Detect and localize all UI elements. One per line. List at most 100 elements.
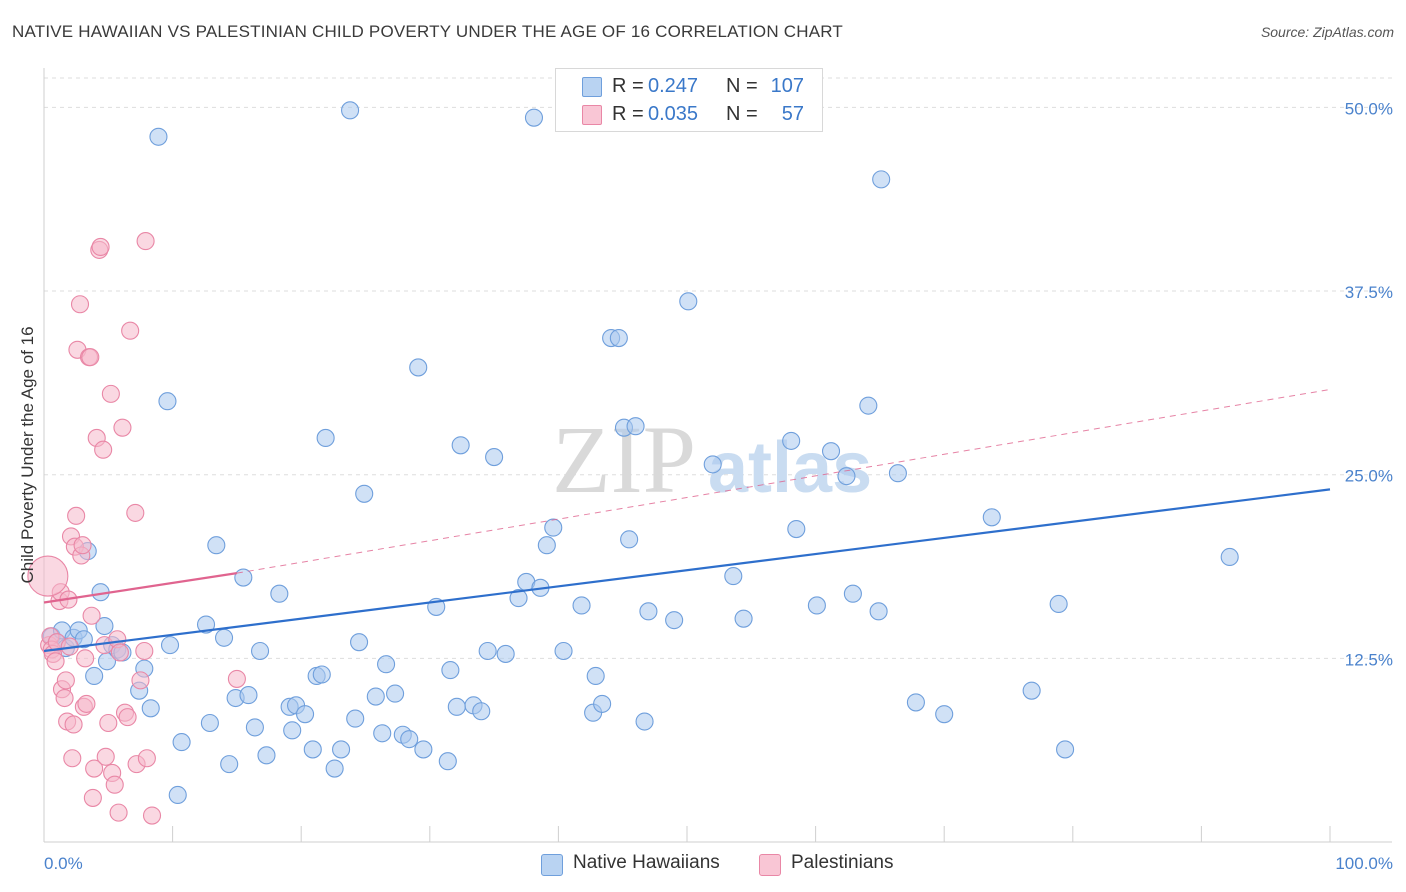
data-point [63,749,82,768]
data-point [303,740,322,759]
data-point [46,652,65,671]
chart-title: NATIVE HAWAIIAN VS PALESTINIAN CHILD POV… [12,22,843,41]
legend-n-label: N = [726,103,758,125]
data-point [95,616,114,636]
data-point [626,417,645,436]
data-point [214,628,234,647]
data-point [296,705,315,724]
data-point [355,484,374,503]
data-point [441,661,460,680]
data-point [414,740,433,759]
data-point [665,611,684,630]
data-point [110,643,129,662]
data-point [239,686,258,705]
data-point [935,705,954,724]
data-point [160,636,180,655]
legend-r-value: 0.035 [648,103,699,125]
data-point [524,108,544,127]
data-point [96,747,115,766]
bottom-legend-swatch-pink [759,854,781,876]
data-point [438,752,457,771]
data-point [332,740,351,759]
data-point [220,755,239,774]
data-point [837,467,856,486]
series-palestinians [27,232,246,825]
data-point [67,506,86,525]
data-point [724,567,743,586]
data-point [82,606,101,625]
data-point [593,694,612,713]
data-point [64,715,83,734]
data-point [859,396,878,415]
data-point [346,709,365,728]
data-point [821,442,841,461]
data-point [679,292,698,311]
data-point [982,508,1001,527]
x-tick-label: 100.0% [1335,854,1393,873]
data-point [451,436,470,455]
data-point [1022,681,1041,700]
data-point [400,730,419,749]
trend-line-native-hawaiians [43,488,1331,653]
data-point [55,688,74,708]
data-point [137,749,156,768]
data-point [409,358,428,377]
data-point [149,127,168,146]
correlation-legend: R = 0.247 N = 107 R = 0.035 N = 57 [555,68,823,132]
data-point [312,665,331,684]
data-point [168,785,187,805]
legend-r-value: 0.247 [648,75,699,97]
source-credit: Source: ZipAtlas.com [1260,24,1394,40]
data-point [620,530,639,549]
bottom-legend-swatch-blue [541,854,563,876]
data-point [325,759,344,778]
series-native-hawaiians [42,101,1239,805]
data-point [350,633,369,652]
data-point [386,684,405,703]
data-point [843,584,862,603]
data-point [207,536,226,555]
data-point [113,418,132,437]
data-point [509,589,528,608]
data-point [572,596,591,615]
data-point [101,384,120,403]
data-point [172,733,191,752]
trend-line-palestinians-extension [236,388,1331,574]
data-point [200,713,219,733]
data-point [109,803,128,822]
data-point [787,520,806,539]
y-tick-label: 25.0% [1345,467,1393,486]
data-point [807,596,826,615]
data-point [373,724,392,743]
legend-r-label: R = [612,75,644,97]
data-point [99,713,118,733]
data-point [609,329,628,348]
data-point [126,503,145,522]
data-point [91,237,110,257]
data-point [27,555,69,597]
legend-n-value: 107 [770,75,804,97]
bottom-legend-label: Palestinians [791,852,894,873]
data-point [121,321,140,340]
data-point [73,536,92,555]
data-point [478,641,497,661]
x-tick-label: 0.0% [44,854,83,873]
data-point [554,641,573,661]
data-point [544,518,563,537]
data-point [888,464,907,483]
data-point [316,428,335,448]
axes [43,68,1392,843]
trend-lines [43,388,1331,653]
legend-swatch-pink [582,105,602,125]
trend-line-palestinians [43,572,238,604]
data-point [70,295,90,314]
data-point [141,699,160,718]
data-point [234,568,253,587]
data-point [94,440,113,459]
legend-n-label: N = [726,75,758,97]
data-point [635,712,654,731]
data-point [85,666,104,686]
legend-r-label: R = [612,103,644,125]
data-point [782,431,801,450]
